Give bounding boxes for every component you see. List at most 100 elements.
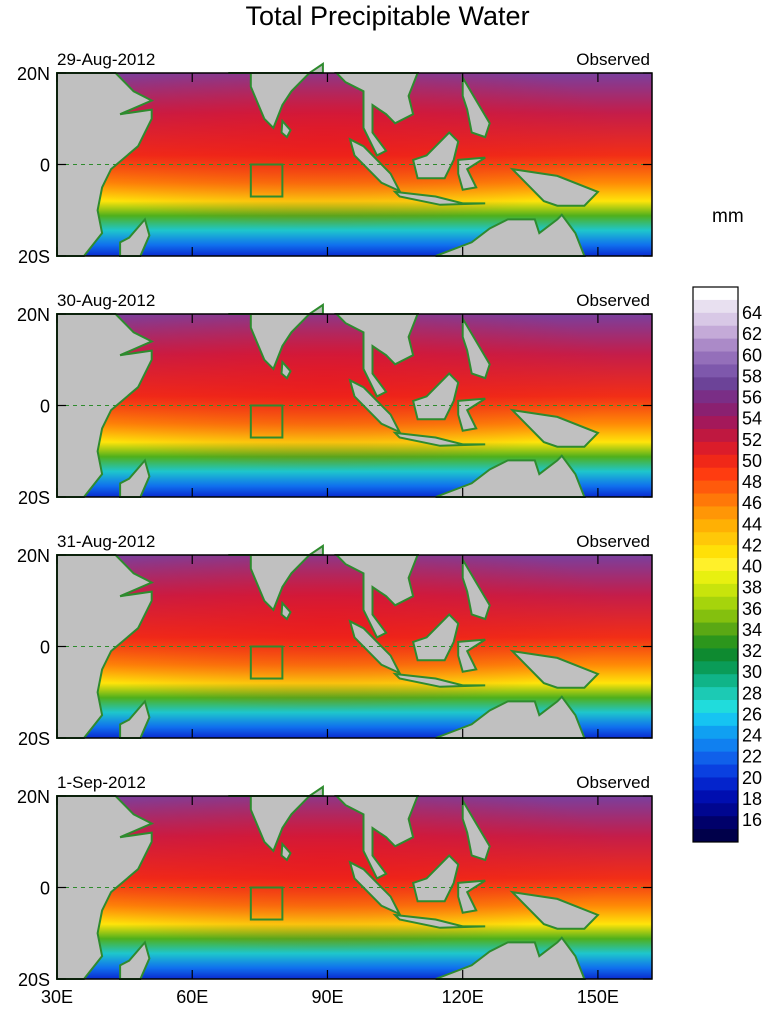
y-tick-label: 20N bbox=[17, 64, 50, 84]
colorbar-label: 30 bbox=[742, 662, 762, 682]
x-tick-label: 30E bbox=[41, 987, 73, 1007]
land-mass bbox=[56, 72, 155, 257]
colorbar-swatch bbox=[693, 596, 738, 611]
panel-observed-label: Observed bbox=[576, 291, 650, 310]
colorbar-label: 64 bbox=[742, 303, 762, 323]
colorbar-swatch bbox=[693, 674, 738, 688]
colorbar-label: 32 bbox=[742, 641, 762, 661]
study-region-box bbox=[249, 163, 284, 198]
map-panel: 20N 0 20S 1-Sep-2012 Observed bbox=[17, 773, 653, 990]
land-mass bbox=[56, 795, 155, 980]
colorbar-label: 20 bbox=[742, 768, 762, 788]
land-mass bbox=[392, 913, 486, 929]
land-mass bbox=[461, 314, 491, 380]
colorbar-swatch bbox=[693, 570, 738, 585]
study-region-box bbox=[249, 645, 284, 680]
land-mass bbox=[392, 672, 486, 688]
land-mass bbox=[457, 156, 486, 191]
colorbar-label: 44 bbox=[742, 514, 762, 534]
colorbar-swatch bbox=[693, 648, 738, 662]
colorbar-swatch bbox=[693, 803, 738, 817]
study-region-box bbox=[249, 404, 284, 439]
colorbar-swatch bbox=[693, 364, 738, 378]
x-tick-label: 150E bbox=[577, 987, 619, 1007]
colorbar-label: 54 bbox=[742, 409, 762, 429]
colorbar-swatch bbox=[693, 467, 738, 482]
y-tick-label: 20S bbox=[18, 247, 50, 267]
y-tick-label: 20S bbox=[18, 970, 50, 990]
units-label: mm bbox=[712, 206, 744, 227]
y-tick-label: 20N bbox=[17, 787, 50, 807]
colorbar-swatch bbox=[693, 609, 738, 624]
y-tick-label: 20N bbox=[17, 305, 50, 325]
colorbar-label: 36 bbox=[742, 599, 762, 619]
colorbar-swatch bbox=[693, 777, 738, 791]
colorbar-swatch bbox=[693, 725, 738, 740]
colorbar-swatch bbox=[693, 506, 738, 520]
colorbar-swatch bbox=[693, 299, 738, 314]
colorbar-label: 34 bbox=[742, 620, 762, 640]
y-tick-label: 0 bbox=[40, 879, 50, 899]
colorbar-swatch bbox=[693, 325, 738, 340]
colorbar-label: 56 bbox=[742, 388, 762, 408]
land-mass bbox=[435, 454, 586, 498]
colorbar-label: 40 bbox=[742, 557, 762, 577]
colorbar-label: 38 bbox=[742, 578, 762, 598]
colorbar-swatch bbox=[693, 428, 738, 443]
y-tick-label: 0 bbox=[40, 156, 50, 176]
land-mass bbox=[334, 554, 420, 639]
land-mass bbox=[435, 695, 586, 739]
land-mass bbox=[457, 879, 486, 914]
colorbar-label: 24 bbox=[742, 726, 762, 746]
y-tick-label: 20S bbox=[18, 488, 50, 508]
land-mass bbox=[280, 359, 292, 380]
map-panel: 20N 0 20S 30-Aug-2012 Observed bbox=[17, 291, 653, 508]
land-mass bbox=[509, 408, 600, 448]
panel-observed-label: Observed bbox=[576, 50, 650, 69]
land-mass bbox=[348, 619, 402, 676]
panel-date: 31-Aug-2012 bbox=[57, 532, 155, 551]
land-mass bbox=[509, 649, 600, 689]
colorbar-swatch bbox=[693, 816, 738, 830]
land-mass bbox=[457, 397, 486, 432]
colorbar-label: 22 bbox=[742, 747, 762, 767]
colorbar-swatch bbox=[693, 441, 738, 456]
colorbar-swatch bbox=[693, 583, 738, 598]
colorbar-swatch bbox=[693, 687, 738, 701]
land-mass bbox=[435, 936, 586, 980]
land-mass bbox=[334, 313, 420, 398]
colorbar-swatch bbox=[693, 416, 738, 430]
colorbar-swatch bbox=[693, 312, 738, 327]
land-mass bbox=[392, 190, 486, 206]
colorbar-swatch bbox=[693, 338, 738, 353]
x-tick-label: 60E bbox=[176, 987, 208, 1007]
colorbar-swatch bbox=[693, 390, 738, 404]
land-mass bbox=[280, 841, 292, 862]
panel-observed-label: Observed bbox=[576, 532, 650, 551]
colorbar-label: 18 bbox=[742, 789, 762, 809]
y-tick-label: 0 bbox=[40, 638, 50, 658]
land-mass bbox=[411, 372, 460, 421]
colorbar-label: 16 bbox=[742, 810, 762, 830]
colorbar-swatch bbox=[693, 493, 738, 507]
land-mass bbox=[280, 600, 292, 621]
x-tick-label: 90E bbox=[311, 987, 343, 1007]
land-mass bbox=[56, 313, 155, 498]
colorbar: 6462605856545250484644424038363432302826… bbox=[692, 286, 762, 843]
colorbar-label: 62 bbox=[742, 324, 762, 344]
chart-title: Total Precipitable Water bbox=[245, 1, 530, 31]
land-mass bbox=[56, 554, 155, 739]
colorbar-swatch bbox=[693, 403, 738, 417]
colorbar-label: 50 bbox=[742, 451, 762, 471]
colorbar-swatch bbox=[693, 287, 738, 301]
colorbar-label: 26 bbox=[742, 704, 762, 724]
colorbar-label: 58 bbox=[742, 366, 762, 386]
colorbar-label: 48 bbox=[742, 472, 762, 492]
land-mass bbox=[411, 131, 460, 180]
colorbar-swatch bbox=[693, 622, 738, 636]
land-mass bbox=[411, 613, 460, 662]
colorbar-label: 46 bbox=[742, 493, 762, 513]
colorbar-swatch bbox=[693, 532, 738, 546]
map-panel: 20N 0 20S 29-Aug-2012 Observed bbox=[17, 50, 653, 267]
land-mass bbox=[461, 73, 491, 139]
